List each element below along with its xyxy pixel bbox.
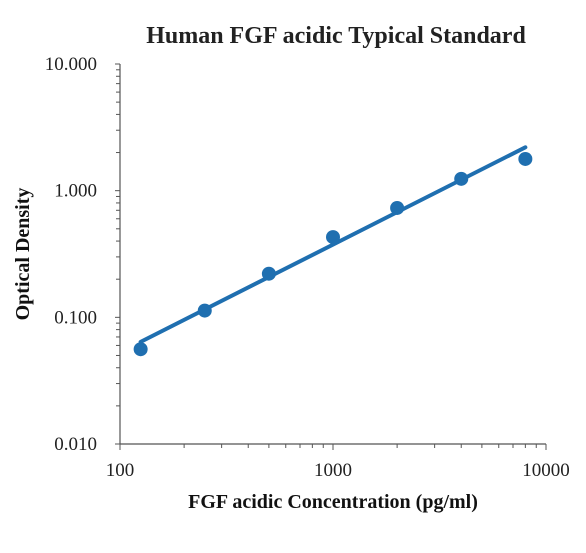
y-minor-ticks [115, 63, 120, 445]
y-axis-title: Optical Density [12, 188, 34, 321]
data-points [133, 151, 533, 357]
data-point [518, 151, 533, 166]
axes: 0.010 0.100 1.000 10.000 100 1000 10000 [45, 54, 570, 481]
data-point [390, 200, 405, 215]
data-point [261, 266, 276, 281]
x-tick-label: 100 [106, 460, 135, 481]
y-tick-labels: 0.010 0.100 1.000 10.000 [45, 54, 97, 455]
chart-title: Human FGF acidic Typical Standard [146, 23, 526, 49]
y-tick-label: 0.100 [54, 307, 97, 328]
x-tick-label: 10000 [522, 460, 570, 481]
y-tick-label: 10.000 [45, 54, 97, 75]
y-tick-label: 0.010 [54, 434, 97, 455]
x-minor-ticks [119, 444, 547, 450]
x-tick-labels: 100 1000 10000 [106, 460, 570, 481]
x-axis-title: FGF acidic Concentration (pg/ml) [188, 491, 478, 513]
data-point [454, 171, 469, 186]
data-point [133, 342, 148, 357]
data-point [197, 303, 212, 318]
data-point [326, 230, 340, 245]
y-tick-label: 1.000 [54, 181, 97, 202]
x-tick-label: 1000 [314, 460, 352, 481]
